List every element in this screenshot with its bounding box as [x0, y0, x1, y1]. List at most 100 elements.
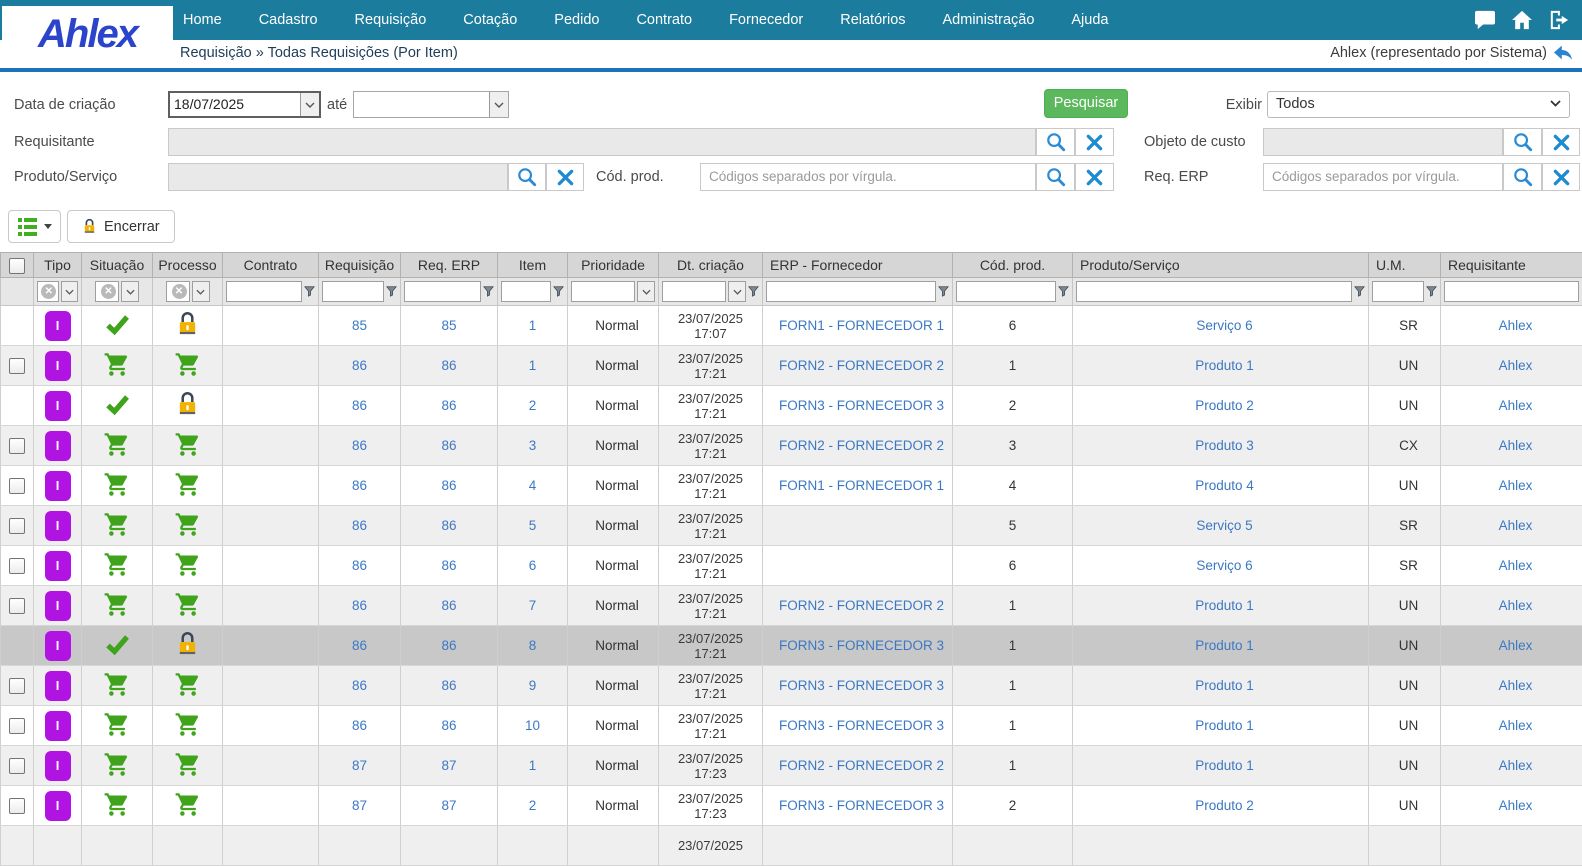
req-erp-clear-button[interactable] [1542, 163, 1580, 191]
row-checkbox[interactable] [9, 358, 25, 374]
calendar-dropdown-icon[interactable] [489, 92, 508, 117]
erp-fornecedor-link[interactable]: FORN2 - FORNECEDOR 2 [779, 598, 944, 613]
erp-fornecedor-link[interactable]: FORN3 - FORNECEDOR 3 [779, 798, 944, 813]
column-header[interactable]: Situação [82, 253, 153, 278]
column-header[interactable]: U.M. [1369, 253, 1441, 278]
column-header[interactable]: Requisitante [1441, 253, 1582, 278]
funnel-icon[interactable] [553, 285, 564, 298]
requisitante-link[interactable]: Ahlex [1499, 318, 1533, 333]
column-header[interactable]: Tipo [34, 253, 82, 278]
item-link[interactable]: 10 [525, 718, 540, 733]
produto-servico-link[interactable]: Serviço 6 [1196, 318, 1252, 333]
erp-fornecedor-link[interactable]: FORN3 - FORNECEDOR 3 [779, 678, 944, 693]
item-link[interactable]: 1 [529, 318, 537, 333]
produto-servico-link[interactable]: Produto 1 [1195, 678, 1254, 693]
item-link[interactable]: 6 [529, 558, 537, 573]
produto_servico-filter-input[interactable] [1076, 281, 1352, 302]
pesquisar-button[interactable]: Pesquisar [1044, 89, 1128, 118]
item-link[interactable]: 3 [529, 438, 537, 453]
chevron-down-icon[interactable] [121, 281, 139, 302]
requisicao-link[interactable]: 85 [352, 318, 367, 333]
cod_prod-filter-input[interactable] [956, 281, 1056, 302]
item-link[interactable]: 4 [529, 478, 537, 493]
erp_fornecedor-filter-input[interactable] [766, 281, 936, 302]
situacao-filter-select[interactable]: ✕ [95, 281, 119, 302]
funnel-icon[interactable] [483, 285, 494, 298]
produto-servico-link[interactable]: Produto 2 [1195, 398, 1254, 413]
erp-fornecedor-link[interactable]: FORN2 - FORNECEDOR 2 [779, 438, 944, 453]
produto-servico-link[interactable]: Produto 1 [1195, 638, 1254, 653]
requisicao-filter-input[interactable] [322, 281, 384, 302]
erp-fornecedor-link[interactable]: FORN1 - FORNECEDOR 1 [779, 478, 944, 493]
requisitante-link[interactable]: Ahlex [1499, 518, 1533, 533]
chevron-down-icon[interactable] [637, 281, 655, 302]
requisicao-link[interactable]: 86 [352, 718, 367, 733]
erp-fornecedor-link[interactable]: FORN1 - FORNECEDOR 1 [779, 318, 944, 333]
clear-filter-icon[interactable]: ✕ [41, 284, 56, 299]
column-header[interactable]: Contrato [223, 253, 319, 278]
column-header[interactable]: Req. ERP [401, 253, 498, 278]
contrato-filter-input[interactable] [226, 281, 302, 302]
requisitante-link[interactable]: Ahlex [1499, 438, 1533, 453]
requisicao-link[interactable]: 86 [352, 398, 367, 413]
funnel-icon[interactable] [938, 285, 949, 298]
req-erp-link[interactable]: 86 [441, 438, 456, 453]
select-all-header[interactable] [1, 253, 34, 278]
column-header[interactable]: ERP - Fornecedor [763, 253, 953, 278]
item-link[interactable]: 2 [529, 798, 537, 813]
nav-item-requisicao[interactable]: Requisição [355, 12, 427, 28]
req-erp-link[interactable]: 87 [441, 758, 456, 773]
chevron-down-icon[interactable] [192, 281, 210, 302]
requisitante-search-button[interactable] [1036, 128, 1075, 156]
nav-item-home[interactable]: Home [183, 12, 222, 28]
funnel-icon[interactable] [1354, 285, 1365, 298]
requisicao-link[interactable]: 86 [352, 358, 367, 373]
req-erp-link[interactable]: 86 [441, 678, 456, 693]
funnel-icon[interactable] [748, 285, 759, 298]
requisicao-link[interactable]: 87 [352, 798, 367, 813]
encerrar-button[interactable]: Encerrar [67, 210, 175, 243]
select-all-checkbox[interactable] [9, 258, 25, 274]
erp-fornecedor-link[interactable]: FORN3 - FORNECEDOR 3 [779, 718, 944, 733]
clear-filter-icon[interactable]: ✕ [101, 284, 116, 299]
requisitante-link[interactable]: Ahlex [1499, 638, 1533, 653]
req-erp-link[interactable]: 85 [441, 318, 456, 333]
item-link[interactable]: 5 [529, 518, 537, 533]
row-checkbox[interactable] [9, 558, 25, 574]
req-erp-link[interactable]: 86 [441, 398, 456, 413]
chevron-down-icon[interactable] [728, 281, 746, 302]
item-link[interactable]: 1 [529, 758, 537, 773]
erp-fornecedor-link[interactable]: FORN3 - FORNECEDOR 3 [779, 638, 944, 653]
req-erp-search-button[interactable] [1503, 163, 1542, 191]
column-header[interactable]: Produto/Serviço [1073, 253, 1369, 278]
item-link[interactable]: 2 [529, 398, 537, 413]
data-criacao-ate-input[interactable] [353, 91, 509, 118]
chevron-down-icon[interactable] [61, 281, 78, 302]
column-header[interactable]: Processo [153, 253, 223, 278]
clear-filter-icon[interactable]: ✕ [172, 284, 187, 299]
row-checkbox[interactable] [9, 798, 25, 814]
requisitante-clear-button[interactable] [1075, 128, 1114, 156]
requisitante-input[interactable] [168, 128, 1036, 156]
row-checkbox[interactable] [9, 598, 25, 614]
produto-servico-link[interactable]: Serviço 6 [1196, 558, 1252, 573]
cod-prod-clear-button[interactable] [1075, 163, 1114, 191]
nav-item-ajuda[interactable]: Ajuda [1071, 12, 1108, 28]
logout-icon[interactable] [1548, 10, 1570, 30]
produto-servico-link[interactable]: Produto 1 [1195, 598, 1254, 613]
produto-servico-link[interactable]: Produto 4 [1195, 478, 1254, 493]
row-checkbox[interactable] [9, 678, 25, 694]
erp-fornecedor-link[interactable]: FORN2 - FORNECEDOR 2 [779, 358, 944, 373]
column-header[interactable]: Item [498, 253, 568, 278]
requisitante-filter-input[interactable] [1444, 281, 1579, 302]
cod-prod-search-button[interactable] [1036, 163, 1075, 191]
